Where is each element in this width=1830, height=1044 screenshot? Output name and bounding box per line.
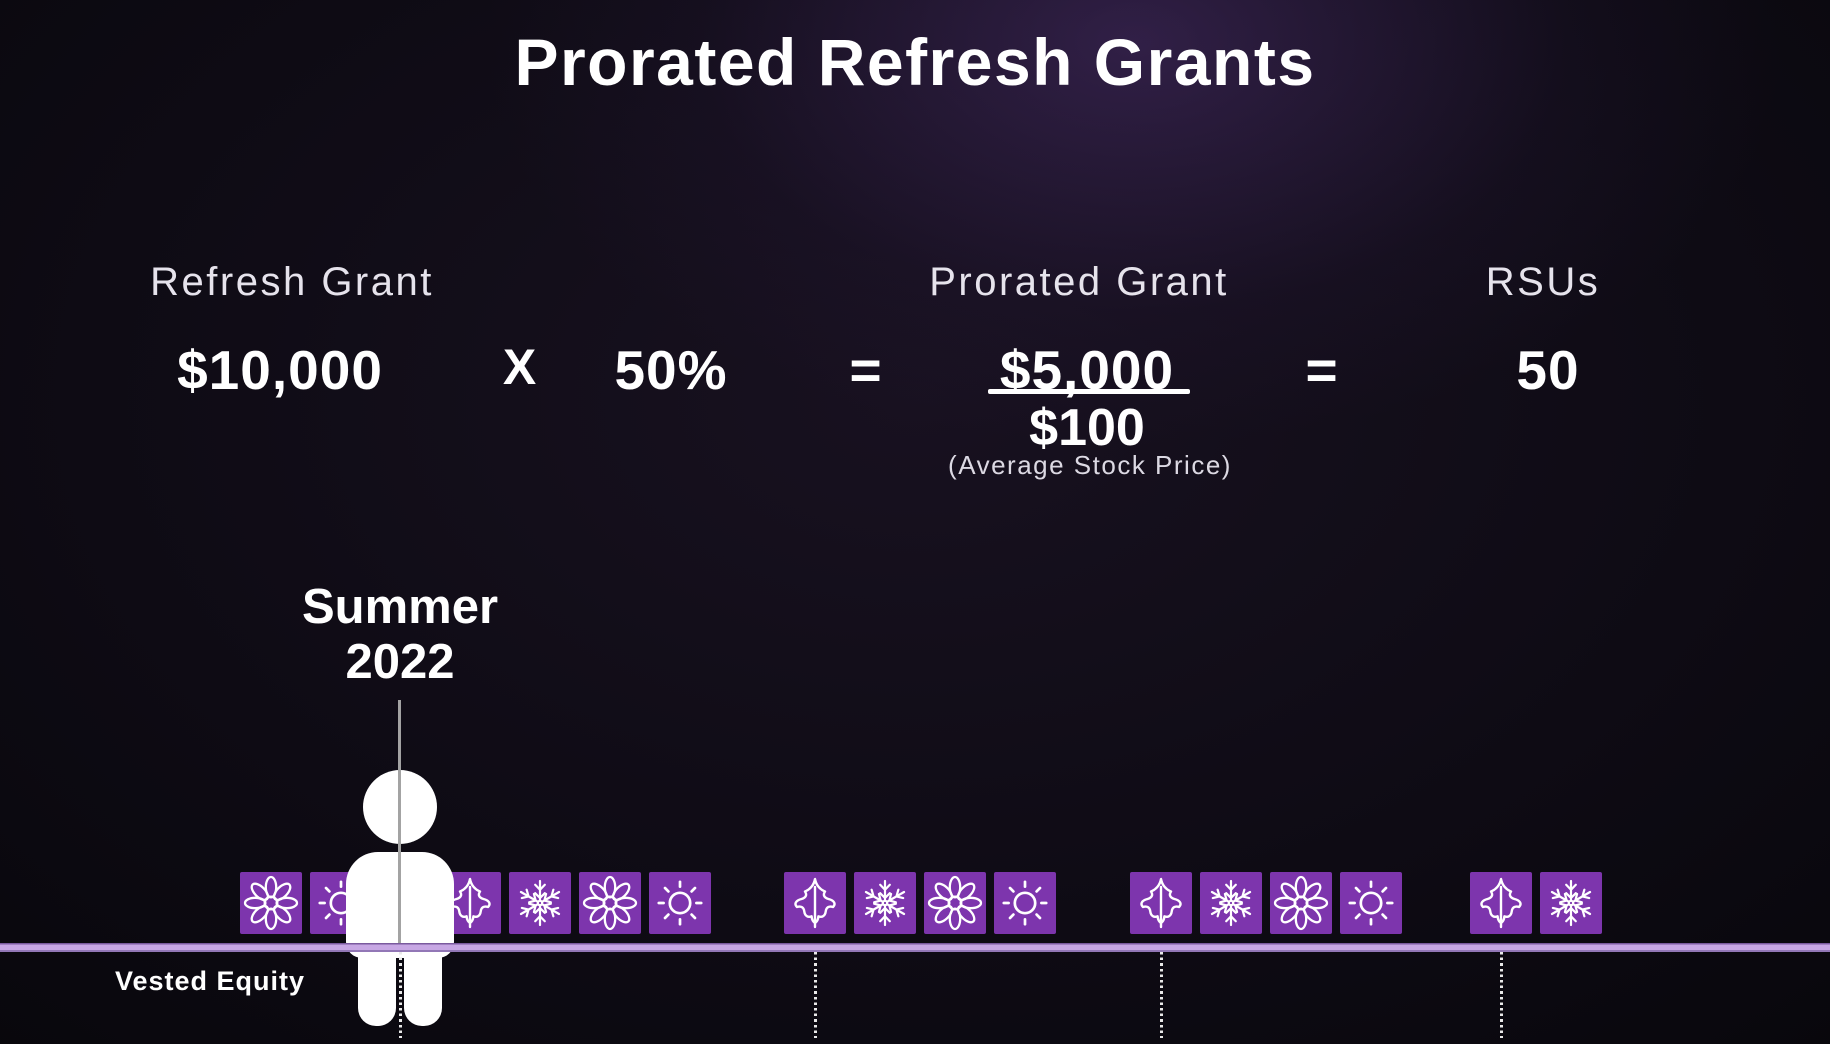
vested-equity-label: Vested Equity	[115, 966, 306, 996]
flower-icon	[924, 872, 986, 934]
person-leg-right	[404, 948, 442, 1026]
flower-icon	[1270, 872, 1332, 934]
grant-date-season: Summer	[301, 580, 499, 634]
timeline-axis	[0, 943, 1830, 952]
snowflake-icon	[854, 872, 916, 934]
snowflake-icon	[1200, 872, 1262, 934]
grant-date-label: Summer 2022	[302, 580, 498, 690]
snowflake-icon	[509, 872, 571, 934]
grant-date-year: 2022	[345, 634, 455, 689]
refresh-grant-label: Refresh Grant	[150, 260, 434, 304]
flower-icon	[579, 872, 641, 934]
fraction-denominator: $100	[1029, 399, 1145, 457]
vest-marker-dotted-line	[399, 952, 402, 1038]
equals-sign-2: =	[1305, 339, 1339, 401]
sun-icon	[994, 872, 1056, 934]
multiply-operator: X	[502, 339, 538, 395]
rsus-label: RSUs	[1485, 260, 1601, 304]
rsus-value: 50	[1516, 339, 1580, 401]
flower-icon	[240, 872, 302, 934]
leaf-icon	[1130, 872, 1192, 934]
prorated-grant-label: Prorated Grant	[929, 260, 1229, 304]
vest-marker-dotted-line	[814, 952, 817, 1038]
fraction-bar	[988, 389, 1190, 394]
proration-percent: 50%	[614, 339, 728, 401]
snowflake-icon	[1540, 872, 1602, 934]
equals-sign-1: =	[849, 339, 883, 401]
person-leg-left	[358, 948, 396, 1026]
sun-icon	[1340, 872, 1402, 934]
sun-icon	[649, 872, 711, 934]
page-title: Prorated Refresh Grants	[514, 25, 1316, 99]
leaf-icon	[1470, 872, 1532, 934]
vest-marker-dotted-line	[1160, 952, 1163, 1038]
refresh-grant-value: $10,000	[177, 339, 383, 401]
leaf-icon	[784, 872, 846, 934]
stock-price-caption: (Average Stock Price)	[948, 450, 1232, 480]
vest-marker-dotted-line	[1500, 952, 1503, 1038]
grant-marker-line	[398, 700, 401, 944]
